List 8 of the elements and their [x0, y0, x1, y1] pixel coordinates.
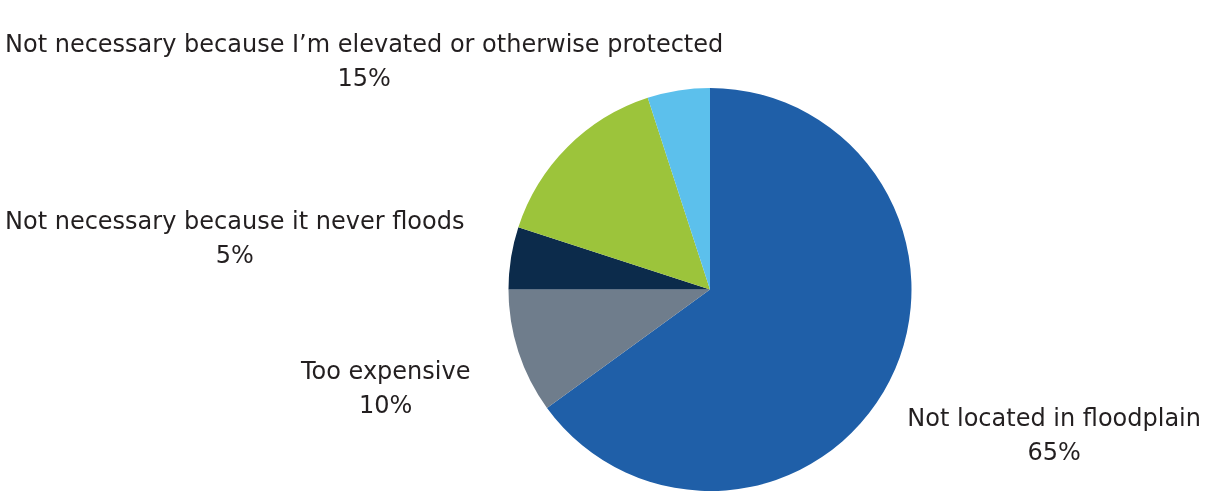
- slice-label: Not located in floodplain: [907, 404, 1201, 433]
- slice-label: Too expensive: [299, 357, 471, 386]
- slice-label: Not necessary because it never floods: [4, 207, 465, 236]
- data-label: 5%: [215, 241, 254, 270]
- data-label: 65%: [1027, 438, 1081, 467]
- data-label: 10%: [359, 391, 413, 420]
- data-label: 15%: [337, 63, 391, 92]
- slice-label: Not necessary because I’m elevated or otherwise protected: [4, 29, 724, 58]
